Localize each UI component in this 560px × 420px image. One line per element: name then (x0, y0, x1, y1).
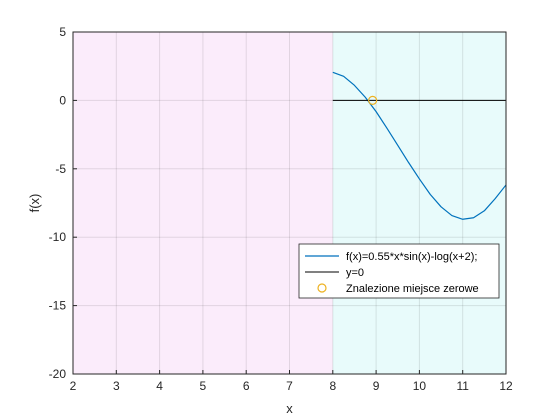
x-tick-label: 10 (413, 379, 427, 393)
legend: f(x)=0.55*x*sin(x)-log(x+2); y=0 Znalezi… (298, 243, 500, 299)
x-tick-label: 12 (499, 379, 513, 393)
series-line-1 (332, 71, 507, 220)
y-axis-label: f(x) (27, 194, 42, 213)
shaded-region-1 (73, 32, 333, 374)
legend-label-series-3: Znalezione miejsce zerowe (346, 283, 479, 295)
x-tick-label: 3 (113, 379, 120, 393)
x-tick-label: 6 (243, 379, 250, 393)
x-axis-label: x (286, 401, 293, 416)
legend-box (298, 243, 500, 299)
x-tick-label: 5 (200, 379, 207, 393)
x-tick-label: 11 (456, 379, 469, 393)
y-tick-label: -10 (49, 230, 67, 244)
y-tick-label: -20 (49, 367, 67, 381)
x-axis-ticks: 2 3 4 5 6 7 8 9 10 11 12 (70, 370, 513, 393)
zero-marker (368, 95, 378, 106)
y-axis-ticks: 5 0 -5 -10 -15 -20 (49, 25, 77, 381)
x-tick-label: 9 (373, 379, 380, 393)
legend-label-series-2: y=0 (346, 267, 364, 279)
shaded-regions (73, 32, 506, 374)
y-tick-label: -15 (49, 299, 67, 313)
y-tick-label: -5 (55, 162, 66, 176)
shaded-region-2 (332, 32, 506, 374)
plot-series (332, 71, 507, 220)
legend-swatch-series-3 (317, 283, 327, 293)
x-tick-label: 2 (70, 379, 77, 393)
x-tick-label: 8 (329, 379, 336, 393)
y-tick-label: 0 (59, 93, 66, 107)
x-tick-label: 7 (286, 379, 293, 393)
y-tick-label: 5 (59, 25, 66, 39)
x-tick-label: 4 (156, 379, 163, 393)
legend-label-series-1: f(x)=0.55*x*sin(x)-log(x+2); (346, 251, 477, 263)
